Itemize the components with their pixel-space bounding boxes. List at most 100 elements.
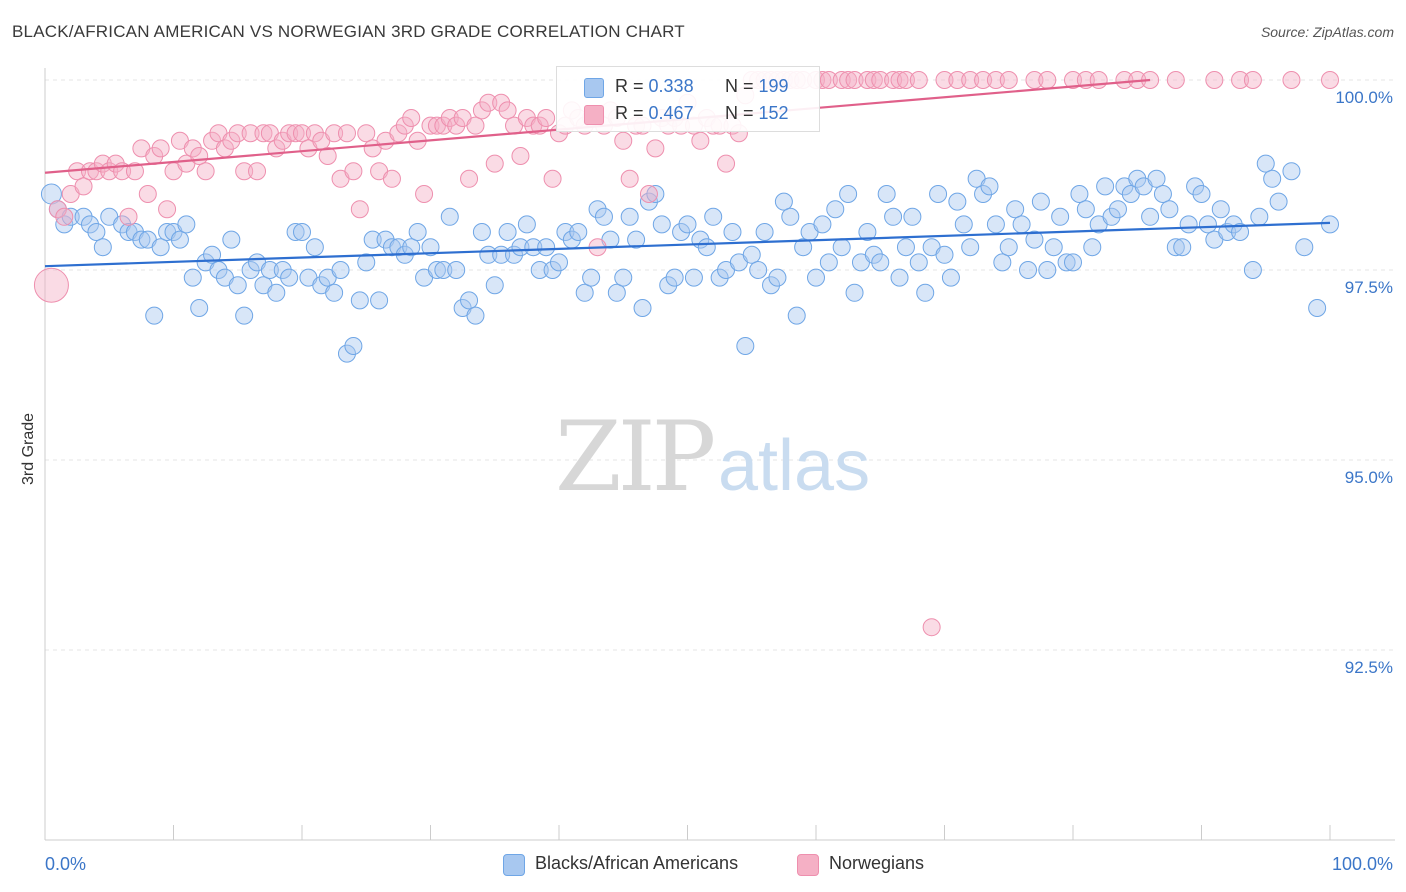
- point-norwegians: [1025, 71, 1044, 89]
- point-norwegians: [357, 124, 376, 143]
- point-blacks: [710, 268, 729, 287]
- point-blacks: [1295, 238, 1314, 257]
- point-norwegians: [190, 147, 209, 165]
- point-blacks: [1102, 207, 1121, 226]
- point-blacks: [1019, 261, 1038, 279]
- legend-swatch-blue: [584, 78, 604, 98]
- point-norwegians: [1321, 71, 1339, 89]
- point-blacks: [434, 261, 453, 279]
- point-blacks: [260, 261, 279, 279]
- point-blacks: [1211, 200, 1230, 219]
- point-blacks: [845, 283, 864, 302]
- legend-label-norwegians: Norwegians: [829, 853, 925, 873]
- point-blacks: [1224, 215, 1243, 234]
- point-blacks: [903, 207, 922, 226]
- point-blacks: [678, 215, 697, 234]
- watermark-atlas: atlas: [718, 426, 870, 506]
- point-blacks: [550, 253, 568, 272]
- point-blacks: [1096, 177, 1115, 196]
- point-blacks: [684, 268, 703, 287]
- point-blacks: [228, 276, 247, 295]
- point-blacks: [421, 238, 440, 257]
- point-blacks: [151, 238, 170, 257]
- point-blacks: [858, 223, 877, 241]
- point-blacks: [1218, 223, 1237, 241]
- point-blacks: [203, 245, 222, 264]
- point-norwegians: [819, 71, 838, 89]
- point-blacks: [749, 261, 768, 279]
- point-norwegians: [620, 169, 639, 188]
- point-norwegians: [1243, 71, 1262, 89]
- point-blacks: [1128, 169, 1147, 188]
- point-blacks: [723, 223, 742, 241]
- point-blacks: [819, 253, 838, 272]
- point-norwegians: [241, 124, 260, 143]
- point-norwegians: [305, 124, 324, 143]
- point-blacks: [575, 283, 594, 302]
- point-blacks: [871, 253, 890, 272]
- point-blacks: [408, 223, 427, 241]
- point-norwegians: [1231, 71, 1250, 89]
- point-norwegians: [614, 131, 633, 150]
- point-blacks: [1269, 192, 1288, 211]
- point-blacks: [627, 230, 646, 249]
- point-blacks: [55, 215, 74, 234]
- legend-n: N = 199: [725, 76, 789, 96]
- point-blacks: [909, 253, 928, 272]
- point-blacks: [781, 207, 800, 226]
- point-blacks: [344, 337, 363, 355]
- point-blacks: [530, 261, 549, 279]
- point-norwegians: [254, 124, 273, 143]
- point-blacks: [736, 337, 755, 355]
- legend-label-blacks: Blacks/African Americans: [535, 853, 739, 873]
- point-norwegians: [858, 71, 877, 89]
- point-blacks: [1243, 261, 1262, 279]
- point-blacks: [293, 223, 311, 241]
- point-blacks: [980, 177, 999, 196]
- point-blacks: [74, 207, 93, 226]
- point-blacks: [1256, 154, 1275, 173]
- point-blacks: [916, 283, 935, 302]
- point-norwegians: [222, 131, 241, 150]
- point-norwegians: [845, 71, 864, 89]
- point-blacks: [813, 215, 832, 234]
- legend-row-blacks: R = 0.338 N = 199: [557, 74, 819, 100]
- point-blacks: [884, 207, 903, 226]
- point-norwegians: [119, 207, 138, 226]
- point-norwegians: [479, 93, 498, 112]
- trend-line-blacks: [44, 221, 1331, 268]
- point-blacks: [1173, 238, 1192, 257]
- source-label: Source: ZipAtlas.com: [1260, 24, 1394, 40]
- point-norwegians: [884, 71, 903, 89]
- point-norwegians: [415, 185, 434, 203]
- point-blacks: [498, 223, 517, 241]
- point-blacks: [280, 268, 299, 287]
- point-blacks: [646, 185, 665, 203]
- point-norwegians: [1115, 71, 1134, 89]
- point-blacks: [485, 276, 504, 295]
- point-blacks: [1321, 215, 1339, 234]
- point-blacks: [389, 238, 408, 257]
- point-norwegians: [228, 124, 247, 143]
- point-blacks: [556, 223, 575, 241]
- point-blacks: [80, 215, 99, 234]
- point-norwegians: [125, 162, 144, 181]
- point-blacks: [954, 215, 973, 234]
- point-norwegians: [935, 71, 954, 89]
- point-norwegians: [511, 147, 530, 165]
- point-blacks: [517, 215, 536, 234]
- point-blacks: [890, 268, 909, 287]
- point-norwegians: [1205, 71, 1224, 89]
- point-norwegians: [421, 116, 440, 135]
- point-blacks: [1064, 253, 1082, 272]
- legend-r: R = 0.338: [615, 76, 694, 96]
- data-points: [33, 71, 1339, 637]
- point-blacks: [1044, 238, 1063, 257]
- point-blacks: [594, 207, 613, 226]
- point-norwegians: [543, 169, 562, 188]
- point-blacks: [267, 283, 286, 302]
- axes: [44, 68, 1395, 841]
- point-norwegians: [440, 109, 459, 127]
- point-norwegians: [948, 71, 967, 89]
- point-norwegians: [389, 124, 408, 143]
